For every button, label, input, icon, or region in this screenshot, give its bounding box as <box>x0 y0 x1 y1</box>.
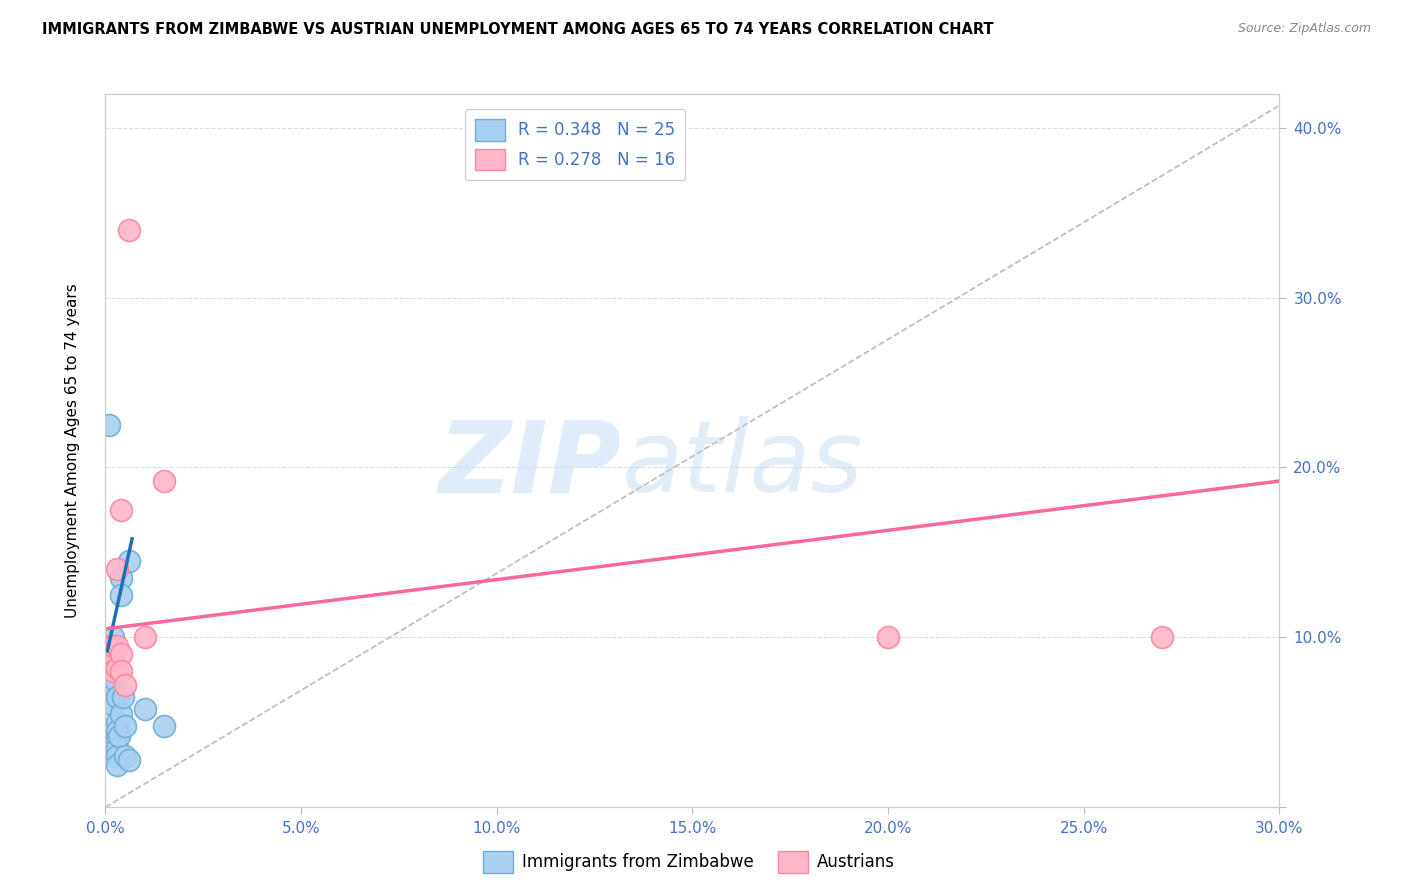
Point <box>98 639 121 653</box>
Point <box>103 648 125 662</box>
Text: ZIP: ZIP <box>439 417 621 513</box>
Point <box>108 729 131 743</box>
Text: atlas: atlas <box>621 417 863 513</box>
Point <box>103 665 125 679</box>
Point <box>114 719 136 733</box>
Point <box>877 631 900 645</box>
Point <box>105 723 128 738</box>
Point <box>104 673 127 687</box>
Legend: Immigrants from Zimbabwe, Austrians: Immigrants from Zimbabwe, Austrians <box>477 845 901 880</box>
Point <box>98 417 121 432</box>
Point <box>105 740 128 755</box>
Point <box>110 706 132 721</box>
Point <box>105 690 128 704</box>
Point <box>114 678 136 692</box>
Legend: R = 0.348   N = 25, R = 0.278   N = 16: R = 0.348 N = 25, R = 0.278 N = 16 <box>465 109 685 180</box>
Point <box>105 562 128 576</box>
Point <box>134 702 156 716</box>
Point <box>105 715 128 730</box>
Point <box>103 665 125 679</box>
Point <box>118 222 141 236</box>
Point <box>110 588 132 602</box>
Point <box>105 639 128 653</box>
Point <box>153 474 176 488</box>
Point <box>103 698 125 713</box>
Point <box>103 631 125 645</box>
Point <box>112 690 135 704</box>
Point <box>105 749 128 764</box>
Point <box>105 757 128 772</box>
Point <box>1150 631 1173 645</box>
Point <box>110 571 132 585</box>
Point <box>118 554 141 568</box>
Point <box>118 753 141 767</box>
Point <box>100 648 122 662</box>
Point <box>103 681 125 696</box>
Y-axis label: Unemployment Among Ages 65 to 74 years: Unemployment Among Ages 65 to 74 years <box>65 283 80 618</box>
Text: IMMIGRANTS FROM ZIMBABWE VS AUSTRIAN UNEMPLOYMENT AMONG AGES 65 TO 74 YEARS CORR: IMMIGRANTS FROM ZIMBABWE VS AUSTRIAN UNE… <box>42 22 994 37</box>
Text: Source: ZipAtlas.com: Source: ZipAtlas.com <box>1237 22 1371 36</box>
Point <box>114 749 136 764</box>
Point <box>153 719 176 733</box>
Point <box>110 665 132 679</box>
Point <box>103 639 125 653</box>
Point <box>110 648 132 662</box>
Point <box>105 732 128 747</box>
Point <box>110 503 132 517</box>
Point <box>105 661 128 675</box>
Point <box>134 631 156 645</box>
